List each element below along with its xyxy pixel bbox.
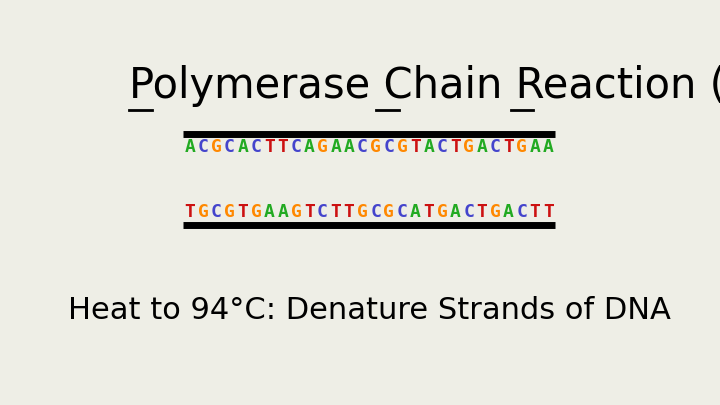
Text: A: A <box>543 138 554 156</box>
Text: T: T <box>277 138 288 156</box>
Text: C: C <box>397 203 408 221</box>
Text: G: G <box>463 138 474 156</box>
Text: A: A <box>343 138 354 156</box>
Text: A: A <box>238 138 248 156</box>
Text: C: C <box>436 138 447 156</box>
Text: C: C <box>317 203 328 221</box>
Text: G: G <box>197 203 208 221</box>
Text: T: T <box>543 203 554 221</box>
Text: A: A <box>264 203 275 221</box>
Text: A: A <box>330 138 341 156</box>
Text: G: G <box>317 138 328 156</box>
Text: T: T <box>238 203 248 221</box>
Text: A: A <box>477 138 487 156</box>
Text: T: T <box>343 203 354 221</box>
Text: G: G <box>516 138 527 156</box>
Text: Polymerase Chain Reaction (PCR): Polymerase Chain Reaction (PCR) <box>129 65 720 107</box>
Text: T: T <box>410 138 421 156</box>
Text: A: A <box>410 203 421 221</box>
Text: G: G <box>357 203 368 221</box>
Text: A: A <box>530 138 541 156</box>
Text: G: G <box>211 138 222 156</box>
Text: G: G <box>251 203 261 221</box>
Text: C: C <box>463 203 474 221</box>
Text: A: A <box>304 138 315 156</box>
Text: G: G <box>490 203 500 221</box>
Text: T: T <box>503 138 514 156</box>
Text: C: C <box>370 203 381 221</box>
Text: A: A <box>503 203 514 221</box>
Text: T: T <box>477 203 487 221</box>
Text: C: C <box>291 138 302 156</box>
Text: C: C <box>251 138 261 156</box>
Text: T: T <box>423 203 434 221</box>
Text: T: T <box>330 203 341 221</box>
Text: G: G <box>436 203 447 221</box>
Text: C: C <box>357 138 368 156</box>
Text: A: A <box>423 138 434 156</box>
Text: C: C <box>197 138 208 156</box>
Text: T: T <box>304 203 315 221</box>
Text: G: G <box>291 203 302 221</box>
Text: G: G <box>370 138 381 156</box>
Text: T: T <box>184 203 195 221</box>
Text: T: T <box>450 138 461 156</box>
Text: T: T <box>264 138 275 156</box>
Text: A: A <box>450 203 461 221</box>
Text: G: G <box>397 138 408 156</box>
Text: Heat to 94°C: Denature Strands of DNA: Heat to 94°C: Denature Strands of DNA <box>68 296 670 325</box>
Text: A: A <box>277 203 288 221</box>
Text: A: A <box>184 138 195 156</box>
Text: C: C <box>224 138 235 156</box>
Text: C: C <box>384 138 395 156</box>
Text: C: C <box>211 203 222 221</box>
Text: C: C <box>490 138 500 156</box>
Text: C: C <box>516 203 527 221</box>
Text: G: G <box>224 203 235 221</box>
Text: G: G <box>384 203 395 221</box>
Text: T: T <box>530 203 541 221</box>
